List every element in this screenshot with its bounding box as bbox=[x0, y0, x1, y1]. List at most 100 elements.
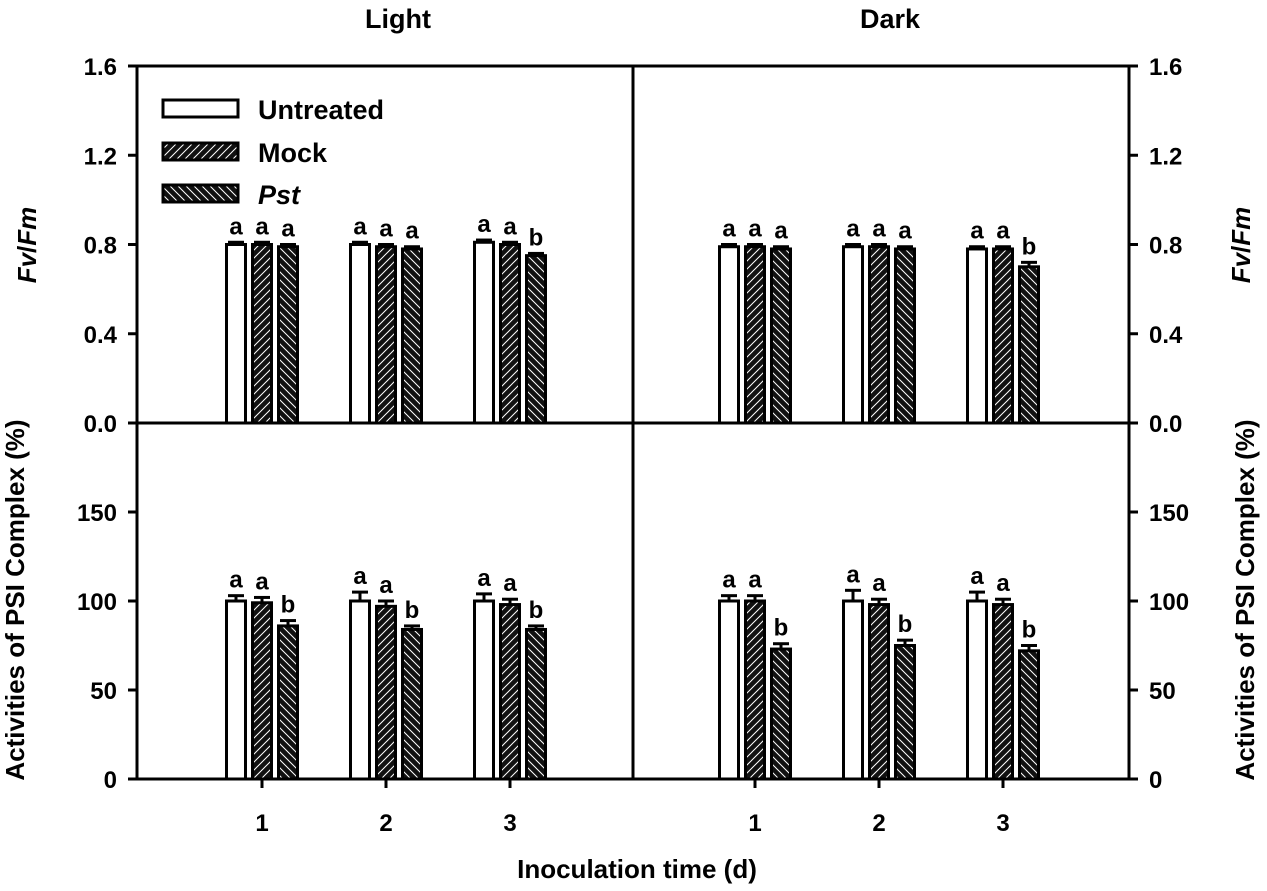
bar-light-psi-untreated-day2 bbox=[349, 599, 371, 781]
fvfm-tick-label-left: 1.2 bbox=[84, 143, 117, 170]
bar-dark-fvfm-mock-day3 bbox=[992, 247, 1014, 425]
bar-dark-fvfm-mock-day1 bbox=[744, 245, 766, 425]
bar-dark-fvfm-mock-day2 bbox=[868, 245, 890, 425]
bar-dark-fvfm-untreated-day3 bbox=[966, 247, 988, 425]
sig-letter-light-fvfm-mock-day3: a bbox=[503, 213, 517, 240]
legend-swatch-untreated bbox=[161, 98, 240, 119]
fvfm-tick-label-left: 0.4 bbox=[84, 322, 118, 349]
legend-label-pst: Pst bbox=[258, 180, 301, 210]
bar-dark-fvfm-pst-day2 bbox=[894, 247, 916, 425]
bar-dark-psi-untreated-day3 bbox=[966, 599, 988, 781]
bar-light-fvfm-untreated-day2 bbox=[349, 243, 371, 425]
bar-dark-psi-pst-day3 bbox=[1018, 649, 1040, 781]
x-tick-label-dark-2: 2 bbox=[872, 810, 885, 837]
bar-dark-fvfm-untreated-day2 bbox=[842, 245, 864, 425]
y-title-fm-right: Fm bbox=[1226, 207, 1256, 246]
psi-tick-label-right: 50 bbox=[1149, 678, 1176, 705]
bar-dark-psi-pst-day2 bbox=[894, 644, 916, 781]
fvfm-tick-label-right: 1.6 bbox=[1149, 54, 1182, 81]
sig-letter-dark-psi-untreated-day2: a bbox=[846, 561, 860, 588]
legend-swatch-pst bbox=[161, 183, 240, 204]
sig-letter-dark-fvfm-untreated-day3: a bbox=[970, 218, 984, 245]
sig-letter-dark-psi-untreated-day3: a bbox=[970, 563, 984, 590]
sig-letter-light-psi-mock-day1: a bbox=[255, 568, 269, 595]
sig-letter-dark-fvfm-mock-day3: a bbox=[996, 218, 1010, 245]
legend-label-mock: Mock bbox=[258, 138, 328, 168]
sig-letter-dark-psi-mock-day3: a bbox=[996, 570, 1010, 597]
psi-tick-label-left: 0 bbox=[104, 767, 117, 794]
psi-tick-label-left: 150 bbox=[77, 500, 117, 527]
sig-letter-dark-fvfm-untreated-day2: a bbox=[846, 216, 860, 243]
panel-title-light: Light bbox=[365, 4, 431, 34]
bar-dark-psi-mock-day3 bbox=[992, 603, 1014, 781]
sig-letter-light-psi-untreated-day1: a bbox=[229, 567, 243, 594]
sig-letter-dark-psi-pst-day3: b bbox=[1022, 617, 1037, 644]
sig-letter-dark-fvfm-mock-day2: a bbox=[872, 216, 886, 243]
y-title-fvfm-right: Fv/Fm bbox=[1226, 207, 1256, 284]
legend-swatch-mock bbox=[161, 141, 240, 162]
bar-dark-psi-mock-day1 bbox=[744, 599, 766, 781]
psi-tick-label-right: 0 bbox=[1149, 767, 1162, 794]
bar-light-psi-pst-day2 bbox=[401, 627, 423, 781]
fvfm-tick-label-left: 1.6 bbox=[84, 54, 117, 81]
sig-letter-dark-psi-mock-day1: a bbox=[748, 567, 762, 594]
psi-tick-label-left: 50 bbox=[90, 678, 117, 705]
x-tick-label-light-3: 3 bbox=[503, 810, 516, 837]
bar-dark-psi-untreated-day1 bbox=[718, 599, 740, 781]
fvfm-tick-label-right: 0.8 bbox=[1149, 233, 1182, 260]
x-tick-label-dark-1: 1 bbox=[748, 810, 761, 837]
psi-tick-label-right: 150 bbox=[1149, 500, 1189, 527]
bar-light-fvfm-pst-day3 bbox=[525, 254, 547, 425]
legend-label-untreated: Untreated bbox=[258, 95, 384, 125]
bar-light-fvfm-pst-day2 bbox=[401, 247, 423, 425]
sig-letter-dark-fvfm-pst-day1: a bbox=[774, 218, 788, 245]
bar-light-fvfm-mock-day3 bbox=[499, 243, 521, 425]
sig-letter-light-psi-pst-day1: b bbox=[281, 592, 296, 619]
fvfm-tick-label-right: 0.0 bbox=[1149, 411, 1182, 438]
bar-light-psi-mock-day3 bbox=[499, 603, 521, 781]
sig-letter-light-fvfm-untreated-day1: a bbox=[229, 213, 243, 240]
sig-letter-light-fvfm-untreated-day3: a bbox=[477, 211, 491, 238]
bar-light-psi-pst-day1 bbox=[277, 624, 299, 781]
bar-light-psi-untreated-day3 bbox=[473, 599, 495, 781]
sig-letter-light-psi-untreated-day3: a bbox=[477, 565, 491, 592]
sig-letter-light-psi-pst-day2: b bbox=[405, 597, 420, 624]
bar-dark-fvfm-pst-day3 bbox=[1018, 265, 1040, 425]
x-axis-title: Inoculation time (d) bbox=[517, 854, 757, 884]
sig-letter-dark-fvfm-pst-day3: b bbox=[1022, 233, 1037, 260]
sig-letter-dark-fvfm-pst-day2: a bbox=[898, 218, 912, 245]
psi-tick-label-left: 100 bbox=[77, 589, 117, 616]
bar-light-psi-pst-day3 bbox=[525, 627, 547, 781]
sig-letter-light-fvfm-mock-day1: a bbox=[255, 213, 269, 240]
sig-letter-dark-psi-mock-day2: a bbox=[872, 570, 886, 597]
y-title-sep-left: / bbox=[12, 246, 42, 253]
bar-dark-fvfm-untreated-day1 bbox=[718, 245, 740, 425]
y-title-sep-right: / bbox=[1226, 246, 1256, 253]
x-tick-label-light-2: 2 bbox=[379, 810, 392, 837]
sig-letter-light-psi-pst-day3: b bbox=[529, 597, 544, 624]
bar-light-fvfm-untreated-day3 bbox=[473, 240, 495, 425]
sig-letter-light-psi-mock-day3: a bbox=[503, 570, 517, 597]
sig-letter-light-fvfm-untreated-day2: a bbox=[353, 213, 367, 240]
sig-letter-dark-psi-pst-day2: b bbox=[898, 611, 913, 638]
y-title-psi-left: Activities of PSI Complex (%) bbox=[0, 419, 30, 780]
y-title-fm-left: Fm bbox=[12, 207, 42, 246]
bar-light-fvfm-untreated-day1 bbox=[225, 243, 247, 425]
fvfm-tick-label-right: 0.4 bbox=[1149, 322, 1183, 349]
sig-letter-light-fvfm-mock-day2: a bbox=[379, 216, 393, 243]
bar-light-psi-mock-day2 bbox=[375, 604, 397, 781]
bar-light-psi-untreated-day1 bbox=[225, 599, 247, 781]
fvfm-tick-label-left: 0.8 bbox=[84, 233, 117, 260]
bar-dark-fvfm-pst-day1 bbox=[770, 247, 792, 425]
bar-light-psi-mock-day1 bbox=[251, 601, 273, 781]
sig-letter-dark-psi-pst-day1: b bbox=[774, 615, 789, 642]
sig-letter-light-fvfm-pst-day1: a bbox=[281, 216, 295, 243]
sig-letter-dark-psi-untreated-day1: a bbox=[722, 567, 736, 594]
sig-letter-dark-fvfm-untreated-day1: a bbox=[722, 216, 736, 243]
bar-dark-psi-mock-day2 bbox=[868, 603, 890, 781]
psi-tick-label-right: 100 bbox=[1149, 589, 1189, 616]
x-tick-label-dark-3: 3 bbox=[996, 810, 1009, 837]
sig-letter-light-fvfm-pst-day2: a bbox=[405, 218, 419, 245]
fvfm-tick-label-right: 1.2 bbox=[1149, 143, 1182, 170]
bar-light-fvfm-pst-day1 bbox=[277, 245, 299, 425]
